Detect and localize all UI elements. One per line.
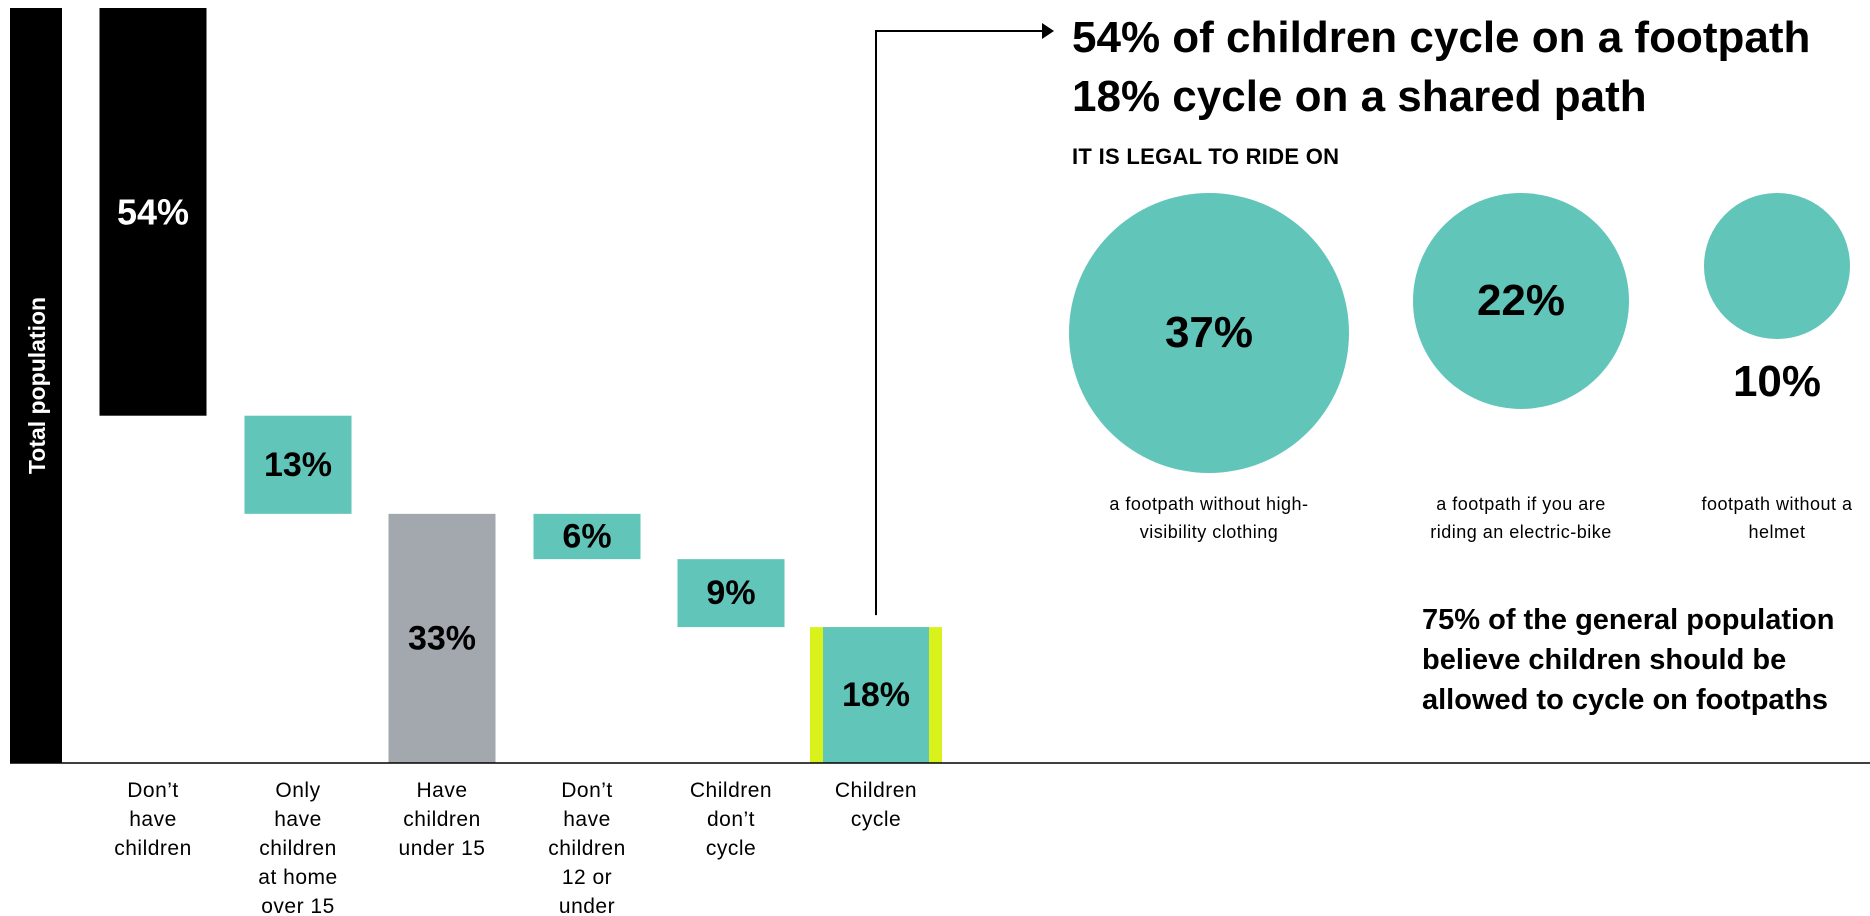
category-label: Children [690,779,772,802]
general-population-note: 75% of the general population believe ch… [1422,604,1835,716]
category-label: children [114,837,192,860]
bar-2 [244,415,352,514]
category-label: children [403,808,481,831]
category-label: have [563,808,611,831]
legal-heading: IT IS LEGAL TO RIDE ON [1072,144,1340,169]
category-label: don’t [707,808,755,831]
category-label: 12 or [562,866,612,889]
bar-value-label: 33% [408,619,476,657]
headline-shared-path: 18% cycle on a shared path [1072,72,1647,121]
bar-value-label: 54% [117,191,189,232]
category-label: Have [416,779,467,802]
bar-4 [533,513,641,560]
bubble-footpath-ebike [1413,193,1629,409]
bubble-footpath-no-hivis [1069,193,1349,473]
caption-line: footpath without a [1701,494,1853,514]
category-label: have [129,808,177,831]
category-label: Don’t [561,779,613,802]
bubble-footpath-no-helmet [1704,193,1850,339]
category-label: Only [275,779,320,802]
category-label: cycle [706,837,756,860]
total-population-label: Total population [24,297,50,474]
category-label: Don’t [127,779,179,802]
category-label: cycle [851,808,901,831]
connector-line [875,30,1042,616]
bubble-caption-footpath-ebike: a footpath if you are riding an electric… [1391,490,1651,546]
bar-value-label: 9% [706,574,755,612]
category-label: children [259,837,337,860]
bubble-value-footpath-ebike: 22% [1476,275,1566,325]
bubble-value-footpath-no-helmet: 10% [1732,356,1822,406]
category-label: at home [258,866,337,889]
headline-footpath: 54% of children cycle on a footpath [1072,13,1811,62]
bar-5 [677,559,785,628]
bar-3 [388,513,496,763]
bar-6 [823,627,929,763]
caption-line: visibility clothing [1139,522,1279,542]
bar-value-label: 18% [842,676,910,714]
category-label: Children [835,779,917,802]
total-population-bar [10,8,62,763]
category-label: children [548,837,626,860]
category-label: under [559,895,615,916]
bar-value-label: 13% [264,446,332,484]
caption-line: a footpath without high- [1109,494,1309,514]
category-label: over 15 [261,895,335,916]
category-label: under 15 [399,837,486,860]
bar-1 [99,8,207,416]
caption-line: helmet [1748,522,1806,542]
bar-value-label: 6% [562,518,611,556]
bubble-caption-footpath-no-helmet: footpath without a helmet [1677,490,1870,546]
arrow-head-icon [1042,23,1054,39]
caption-line: riding an electric-bike [1430,522,1612,542]
category-label: have [274,808,322,831]
bubble-caption-footpath-no-hivis: a footpath without high- visibility clot… [1079,490,1339,546]
caption-line: a footpath if you are [1436,494,1606,514]
bubble-value-footpath-no-hivis: 37% [1164,308,1254,357]
